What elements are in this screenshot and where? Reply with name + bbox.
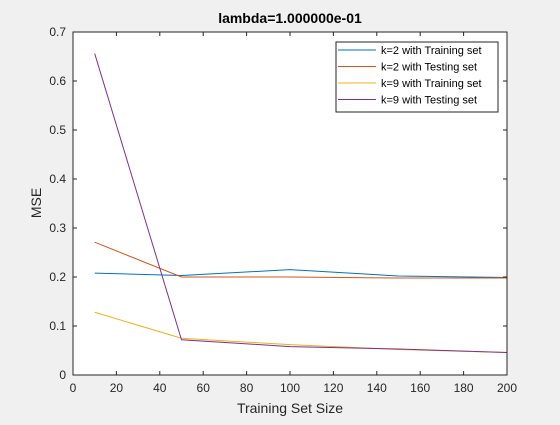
legend-entry-label: k=9 with Training set	[381, 78, 482, 90]
x-tick-label: 40	[153, 381, 167, 395]
series-line-1	[94, 269, 508, 278]
y-tick-label: 0.6	[49, 74, 66, 88]
x-tick-label: 160	[410, 381, 430, 395]
y-tick-label: 0.2	[49, 270, 66, 284]
legend-box	[335, 41, 499, 113]
y-tick-label: 0.1	[49, 319, 66, 333]
series-line-4	[94, 53, 508, 353]
series-layer	[94, 53, 508, 353]
legend-entry-label: k=9 with Testing set	[381, 95, 477, 107]
legend: k=2 with Training set k=2 with Testing se…	[335, 41, 499, 113]
x-tick-label: 100	[280, 381, 300, 395]
legend-entry-label: k=2 with Training set	[381, 45, 482, 57]
chart-title: lambda=1.000000e-01	[218, 10, 362, 26]
y-tick-label: 0.7	[49, 25, 66, 39]
y-axis-label: MSE	[28, 188, 44, 218]
series-line-2	[94, 241, 507, 279]
x-tick-label: 200	[497, 381, 517, 395]
x-tick-label: 60	[197, 381, 211, 395]
ticks-layer: 0 20 40 60 80 100 120 140 160 180 200 0 0.1 0.2 0.3 0.4…	[49, 25, 517, 395]
x-tick-label: 120	[323, 381, 343, 395]
x-tick-label: 20	[110, 381, 124, 395]
x-tick-label: 80	[240, 381, 254, 395]
y-tick-label: 0	[59, 368, 66, 382]
x-tick-label: 180	[454, 381, 474, 395]
legend-entry-label: k=2 with Testing set	[381, 62, 477, 74]
x-axis-label: Training Set Size	[237, 400, 343, 416]
y-tick-label: 0.5	[49, 123, 66, 137]
y-tick-label: 0.3	[49, 221, 66, 235]
x-tick-label: 140	[367, 381, 387, 395]
x-tick-label: 0	[70, 381, 77, 395]
y-tick-label: 0.4	[49, 172, 66, 186]
